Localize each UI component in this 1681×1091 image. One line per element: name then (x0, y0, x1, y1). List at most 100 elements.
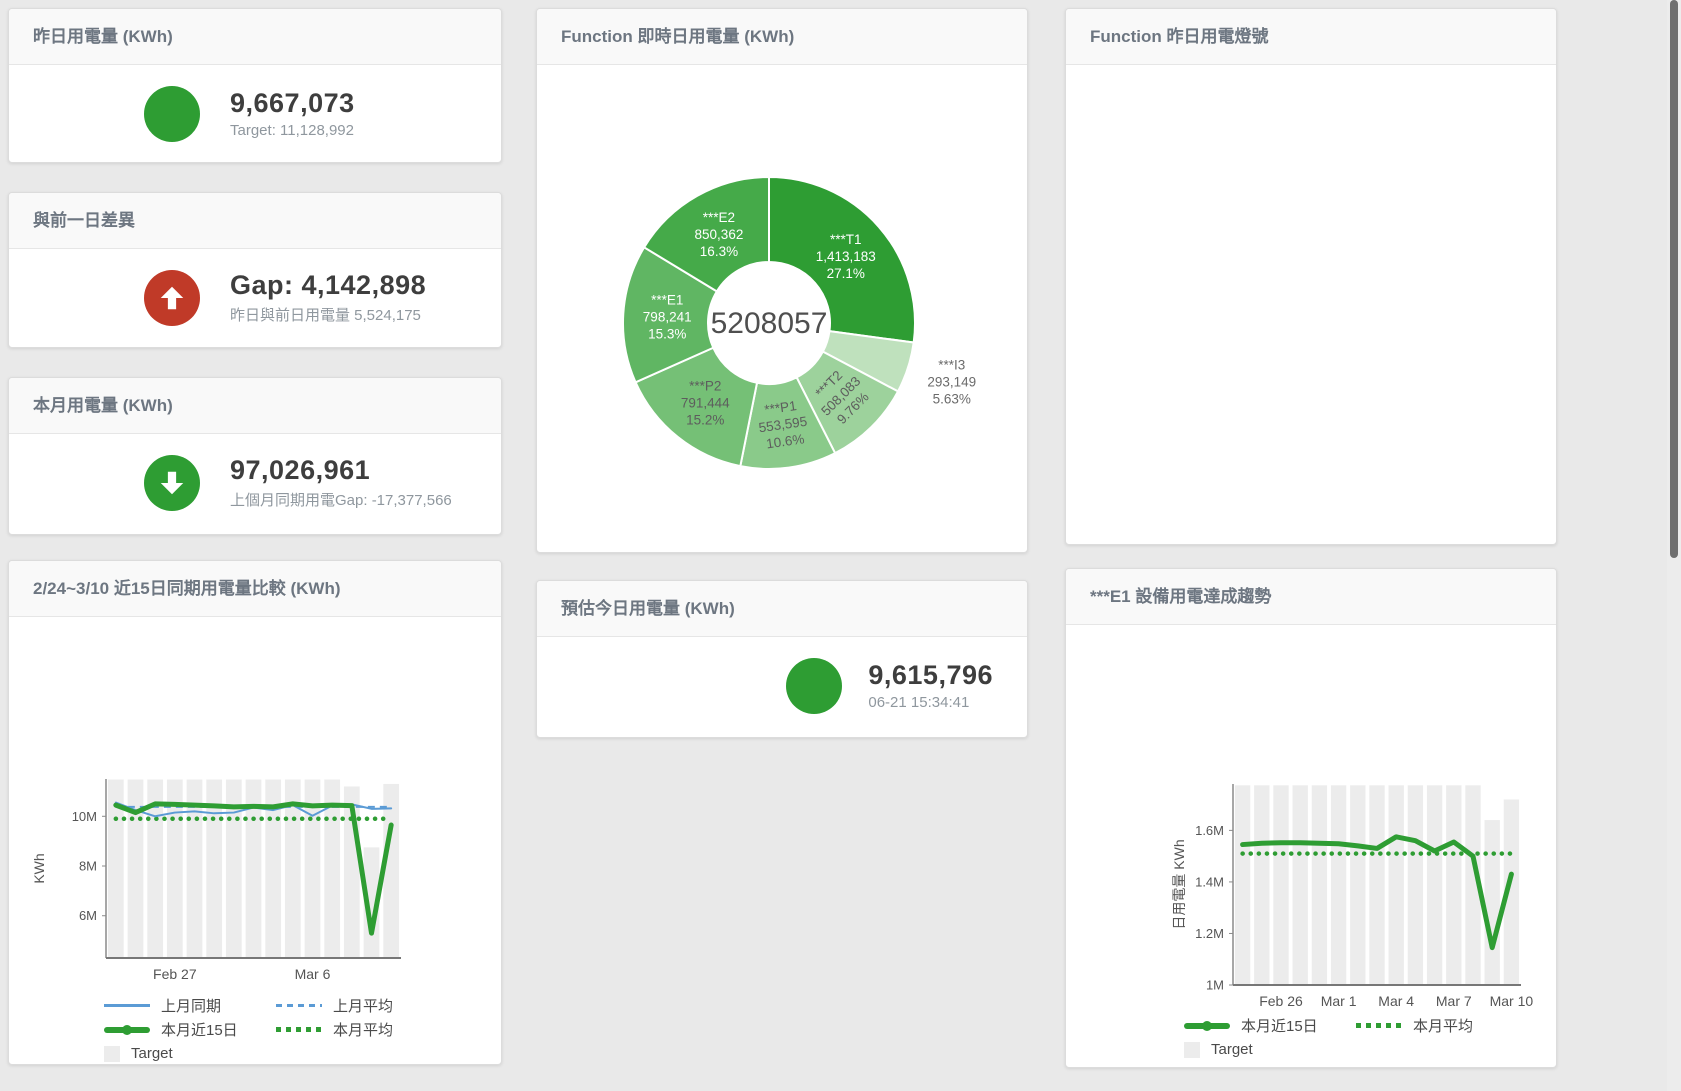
target-bar (186, 779, 203, 958)
card-15day-compare-chart: 2/24~3/10 近15日同期用電量比較 (KWh) 6M 8M 10M Feb 2… (8, 560, 502, 1065)
legend-swatch-line (104, 1004, 150, 1007)
target-bar (1234, 785, 1251, 985)
target-bar (225, 779, 242, 958)
compare15-line-chart: 6M 8M 10M Feb 27 Mar 6 KWh (14, 711, 484, 996)
y-tick-label: 10M (72, 809, 97, 824)
scrollbar-track[interactable] (1667, 0, 1681, 1091)
card-yesterday-usage: 昨日用電量 (KWh) 9,667,073 Target: 11,128,992 (8, 8, 502, 163)
donut-label-E2: ***E2 850,362 16.3% (695, 210, 744, 259)
target-bar (284, 779, 301, 958)
kpi-subtitle: 昨日與前日用電量 5,524,175 (230, 307, 421, 324)
x-tick-label: Mar 1 (1321, 993, 1357, 1009)
card-title: 與前一日差異 (9, 193, 501, 249)
donut-label-P1: ***P1553,59510.6% (755, 397, 810, 452)
compare15-chart-svg: 6M 8M 10M Feb 27 Mar 6 KWh (31, 779, 401, 982)
legend-swatch-dotted (276, 1027, 322, 1032)
legend-row: Target (104, 1044, 448, 1063)
legend-row: Target (1184, 1040, 1528, 1059)
target-bar (1388, 785, 1404, 985)
kpi-subtitle: 06-21 15:34:41 (868, 694, 970, 711)
legend-row: 本月近15日 本月平均 (1184, 1016, 1528, 1035)
legend-item[interactable]: Target (1184, 1041, 1356, 1058)
target-bar (1407, 785, 1424, 985)
legend-item[interactable]: 本月平均 (1356, 1015, 1528, 1036)
kpi-value: 97,026,961 (230, 455, 371, 485)
target-bar (324, 779, 341, 958)
kpi-subtitle: Target: 11,128,992 (230, 122, 354, 139)
legend-label: 本月平均 (333, 1022, 394, 1039)
card-title: ***E1 設備用電達成趨勢 (1066, 569, 1556, 625)
y-tick-label: 1.6M (1195, 823, 1224, 838)
status-circle-up-arrow (144, 269, 200, 326)
target-bar (1446, 785, 1462, 985)
realtime-donut-chart: 5208057 ***T1 1,413,183 27.1% ***I3 293,149 5.… (569, 133, 1029, 513)
target-bar (363, 847, 380, 958)
down-arrow-icon (160, 471, 184, 494)
legend-label: Target (1211, 1041, 1253, 1058)
y-tick-label: 1.4M (1195, 874, 1224, 889)
card-realtime-donut: Function 即時日用電量 (KWh) 5208057 ***T1 1,413,… (536, 8, 1028, 553)
x-tick-label: Mar 4 (1378, 993, 1414, 1009)
y-tick-label: 1.2M (1195, 926, 1224, 941)
legend-label: Target (131, 1045, 173, 1062)
target-bar (127, 779, 144, 958)
y-tick-label: 1M (1206, 978, 1224, 993)
x-tick-label: Mar 7 (1436, 993, 1472, 1009)
compare15-legend: 上月同期 上月平均 本月近15日 本月平均 Target (104, 996, 448, 1063)
kpi-subtitle: 上個月同期用電Gap: -17,377,566 (230, 492, 452, 509)
legend-item[interactable]: 本月近15日 (1184, 1015, 1356, 1036)
target-bar (304, 779, 321, 958)
target-bar (1369, 785, 1385, 985)
target-bar (245, 779, 262, 958)
target-bar (107, 779, 124, 958)
kpi-value: 9,667,073 (230, 88, 355, 118)
x-tick-label: Feb 26 (1259, 993, 1303, 1009)
target-bar (1292, 785, 1308, 985)
target-bar (166, 779, 183, 958)
card-prev-day-gap: 與前一日差異 Gap: 4,142,898 昨日與前日用電量 5,524,175 (8, 192, 502, 348)
series-line-this-month-15d (1240, 834, 1514, 951)
y-tick-label: 8M (79, 859, 97, 874)
legend-label: 本月近15日 (1241, 1018, 1318, 1035)
card-month-usage: 本月用電量 (KWh) 97,026,961 上個月同期用電Gap: -17,3… (8, 377, 502, 535)
y-axis-label: KWh (31, 853, 47, 883)
card-title: 2/24~3/10 近15日同期用電量比較 (KWh) (9, 561, 501, 617)
target-bar (1254, 785, 1270, 985)
legend-label: 本月平均 (1413, 1018, 1474, 1035)
e1trend-chart-svg: 1M 1.2M 1.4M 1.6M Feb 26 Mar 1 Mar 4 Mar 7 Mar 1… (1171, 784, 1534, 1009)
legend-item[interactable]: 上月平均 (276, 995, 448, 1016)
legend-row: 本月近15日 本月平均 (104, 1020, 448, 1039)
scrollbar-thumb[interactable] (1670, 0, 1678, 558)
target-bar (1330, 785, 1347, 985)
x-tick-label: Feb 27 (153, 966, 197, 982)
legend-swatch-thick (1184, 1020, 1230, 1031)
card-e1-trend-chart: ***E1 設備用電達成趨勢 1M 1.2M 1.4M 1.6M Feb 26 Mar 1… (1065, 568, 1557, 1068)
legend-item[interactable]: 本月平均 (276, 1019, 448, 1040)
status-circle-down-arrow (144, 454, 200, 511)
legend-row: 上月同期 上月平均 (104, 996, 448, 1015)
legend-item[interactable]: Target (104, 1045, 276, 1062)
card-title: Function 昨日用電燈號 (1066, 9, 1556, 65)
card-title: 預估今日用電量 (KWh) (537, 581, 1027, 637)
donut-label-T1: ***T1 1,413,183 27.1% (816, 232, 876, 281)
up-arrow-icon (160, 286, 184, 309)
status-circle (786, 657, 843, 714)
donut-svg: 5208057 ***T1 1,413,183 27.1% ***I3 293,149 5.… (622, 176, 976, 470)
card-yesterday-lights: Function 昨日用電燈號 (1065, 8, 1557, 545)
legend-item[interactable]: 本月近15日 (104, 1019, 276, 1040)
legend-swatch-thick (104, 1024, 150, 1035)
card-estimate-today: 預估今日用電量 (KWh) 9,615,796 06-21 15:34:41 (536, 580, 1028, 738)
target-bar (206, 779, 223, 958)
legend-swatch-dotted (1356, 1023, 1402, 1028)
legend-swatch-dashed (276, 1004, 322, 1007)
target-bar (147, 779, 164, 958)
target-bar (1465, 785, 1481, 985)
kpi-value: 9,615,796 (868, 660, 993, 690)
target-bar (1311, 785, 1328, 985)
donut-center-total: 5208057 (711, 307, 828, 340)
series-line-this-month-15d (113, 801, 394, 936)
kpi-value: Gap: 4,142,898 (230, 270, 427, 300)
x-tick-label: Mar 10 (1490, 993, 1534, 1009)
legend-item[interactable]: 上月同期 (104, 995, 276, 1016)
x-tick-label: Mar 6 (295, 966, 331, 982)
